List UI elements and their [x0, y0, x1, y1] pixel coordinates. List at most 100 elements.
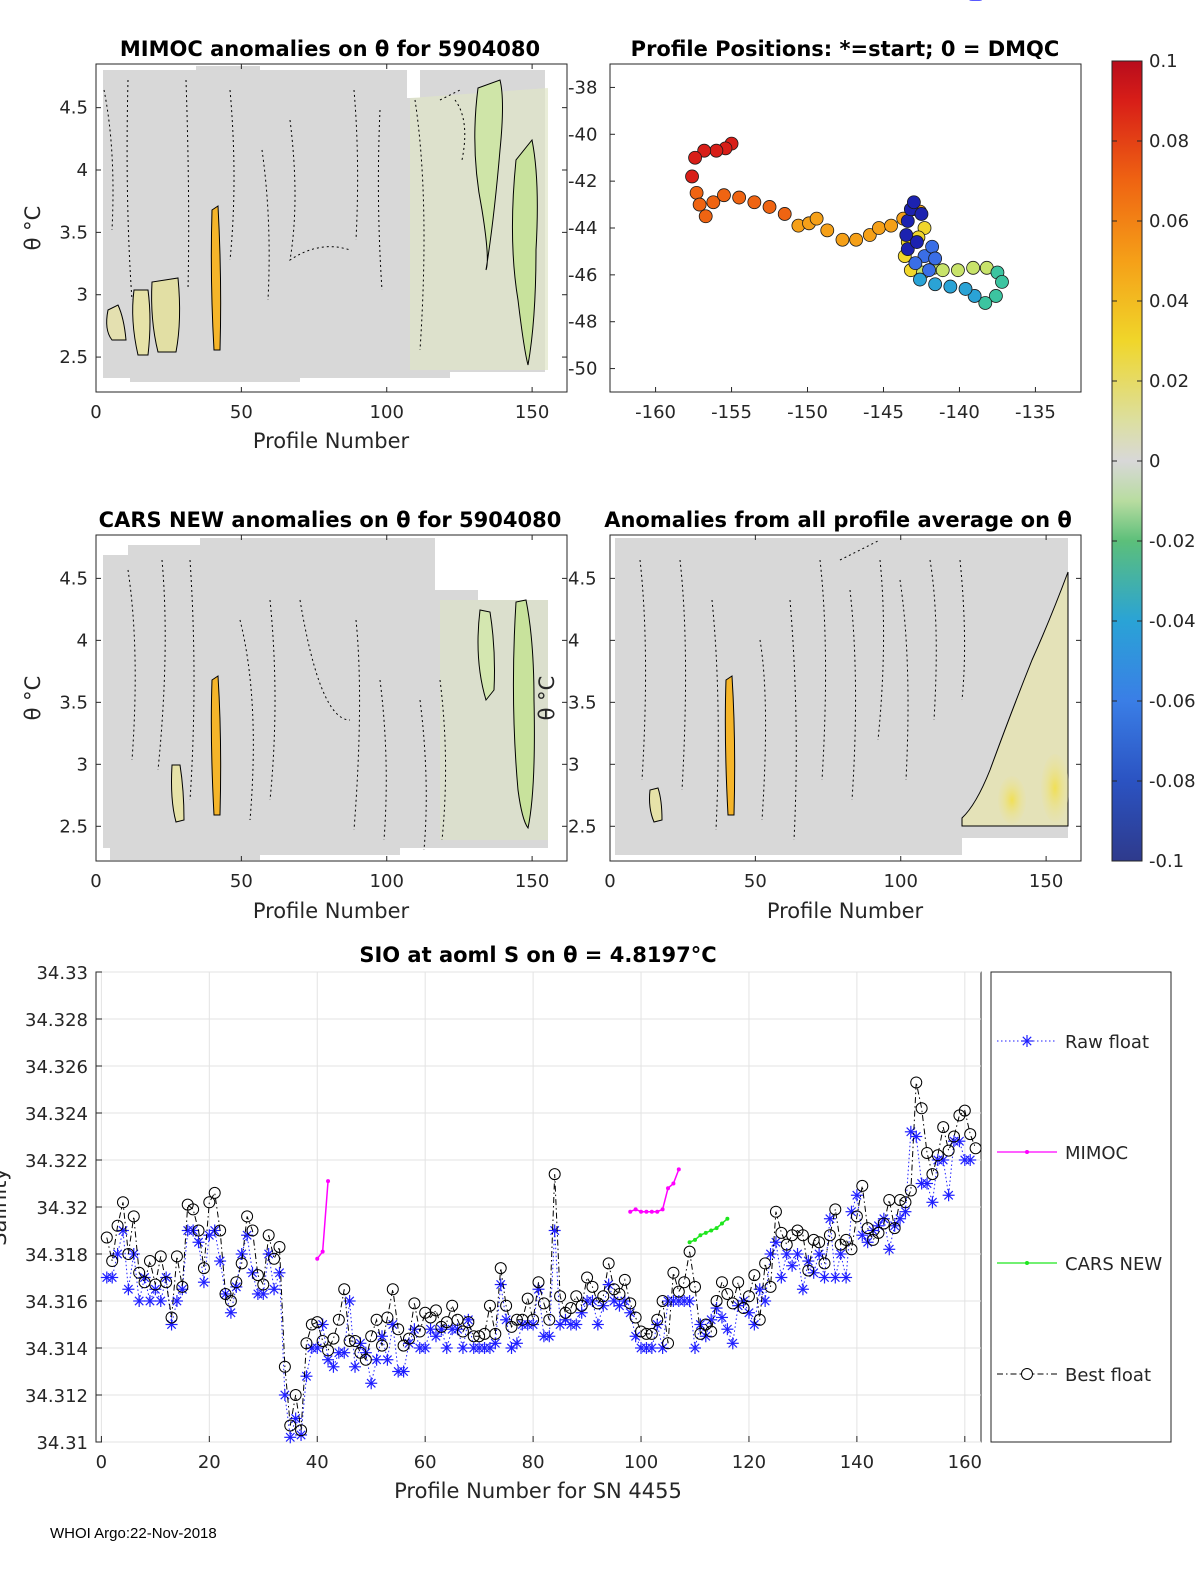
mimoc-panel: MIMOC anomalies on θ for 5904080 0 50 100 1…	[21, 37, 568, 453]
marker-stroke	[490, 1338, 500, 1348]
marker-stroke	[501, 1315, 511, 1325]
best-float-marker	[796, 1229, 809, 1242]
best-float-marker	[532, 1276, 545, 1289]
positions-track	[685, 136, 1009, 310]
mimoc-point	[644, 1209, 649, 1214]
profile-position-marker	[692, 197, 707, 212]
best-float-marker	[322, 1344, 335, 1357]
marker-stroke	[215, 1256, 225, 1266]
raw-float-marker	[715, 1311, 728, 1324]
profile-position-marker	[925, 239, 940, 254]
x-tick-label: 40	[306, 1452, 329, 1473]
best-float-marker	[408, 1297, 421, 1310]
legend-best-float: Best float	[997, 1365, 1151, 1386]
marker-stroke	[226, 1308, 236, 1318]
best-float-marker	[311, 1316, 324, 1329]
raw-float-marker	[419, 1342, 432, 1354]
best-float-marker	[732, 1276, 745, 1289]
raw-float-marker	[921, 1177, 934, 1190]
raw-float-marker	[834, 1248, 847, 1260]
raw-float-marker	[133, 1295, 146, 1307]
allavg-warm-region	[961, 571, 1069, 827]
best-float-marker	[807, 1233, 820, 1246]
marker-stroke	[792, 1249, 803, 1259]
best-float-marker	[305, 1318, 318, 1331]
y-tick-label: 3	[77, 754, 88, 775]
best-float-marker	[160, 1276, 173, 1289]
best-float-marker	[602, 1257, 615, 1270]
y-tick-label: 3.5	[59, 222, 88, 243]
y-tick-label: 34.33	[36, 963, 88, 984]
mimoc-green-tint	[410, 88, 548, 370]
mimoc-axis-ticks: 0 50 100 150 2.5 3 3.5 4 4.5	[59, 64, 567, 423]
best-float-marker	[176, 1280, 189, 1293]
profile-position-marker	[689, 185, 704, 200]
raw-float-marker	[214, 1255, 227, 1268]
cars-new-point	[703, 1230, 708, 1235]
mimoc-contour-a	[474, 79, 503, 271]
best-float-marker	[818, 1257, 831, 1270]
raw-float-marker	[284, 1431, 297, 1444]
best-float-marker	[667, 1266, 680, 1279]
best-float-marker	[877, 1217, 890, 1230]
x-tick-label: 0	[90, 871, 101, 892]
marker-stroke	[420, 1343, 430, 1353]
marker-stroke	[285, 1432, 295, 1442]
mimoc-contour-b	[511, 138, 538, 366]
raw-float-marker	[273, 1266, 286, 1279]
best-float-marker	[829, 1203, 842, 1216]
profile-position-marker	[922, 263, 936, 278]
y-tick-label: -50	[568, 359, 597, 380]
best-float-marker	[462, 1316, 475, 1329]
raw-float-marker	[424, 1323, 437, 1336]
y-tick-label: 2.5	[59, 347, 88, 368]
best-float-marker	[856, 1179, 869, 1192]
colorbar-tick-label: 0.1	[1149, 51, 1178, 72]
footer-stamp: WHOI Argo:22-Nov-2018	[50, 1525, 217, 1542]
marker-stroke	[927, 1197, 938, 1207]
marker-stroke	[431, 1331, 441, 1341]
legend-marker	[1025, 1150, 1029, 1154]
marker-stroke	[782, 1249, 792, 1259]
x-tick-label: -145	[863, 402, 904, 423]
mimoc-field	[103, 66, 548, 382]
y-tick-label: -42	[568, 171, 597, 192]
raw-float-marker	[154, 1295, 167, 1307]
y-tick-label: 34.328	[25, 1010, 88, 1031]
marker-stroke	[728, 1338, 738, 1348]
best-float-marker	[964, 1128, 977, 1141]
mimoc-point	[671, 1181, 676, 1186]
legend-marker	[1022, 1036, 1032, 1046]
best-float-marker	[100, 1231, 113, 1244]
best-float-marker	[958, 1104, 971, 1117]
cars-dotted-contours	[127, 559, 447, 851]
best-float-marker	[187, 1203, 200, 1216]
marker-stroke	[512, 1338, 522, 1348]
raw-float-marker	[197, 1276, 210, 1289]
profile-position-marker	[835, 232, 850, 247]
marker-stroke	[274, 1268, 285, 1278]
raw-float-marker	[440, 1342, 453, 1354]
cars-new-point	[725, 1216, 730, 1221]
marker-stroke	[884, 1244, 894, 1254]
marker-stroke	[339, 1348, 349, 1358]
marker-stroke	[145, 1296, 155, 1306]
profile-position-marker	[900, 242, 915, 256]
mimoc-dotted-contours	[103, 79, 466, 351]
best-float-marker	[197, 1262, 210, 1275]
marker-stroke	[841, 1272, 851, 1283]
marker-stroke	[264, 1249, 274, 1259]
colorbar-tick-label: -0.02	[1149, 531, 1196, 552]
y-tick-label: -40	[568, 124, 597, 145]
profile-position-marker	[935, 263, 950, 278]
raw-float-marker	[435, 1323, 448, 1336]
allavg-ylabel: θ °C	[535, 676, 559, 721]
cars-contour-c	[171, 764, 185, 823]
colorbar-tick-label: 0.04	[1149, 291, 1189, 312]
best-float-marker	[780, 1238, 793, 1251]
profile-position-marker	[906, 195, 921, 210]
profile-position-marker	[698, 209, 713, 224]
best-float-marker	[268, 1252, 281, 1265]
y-tick-label: 34.326	[25, 1057, 88, 1078]
marker-stroke	[350, 1362, 360, 1372]
